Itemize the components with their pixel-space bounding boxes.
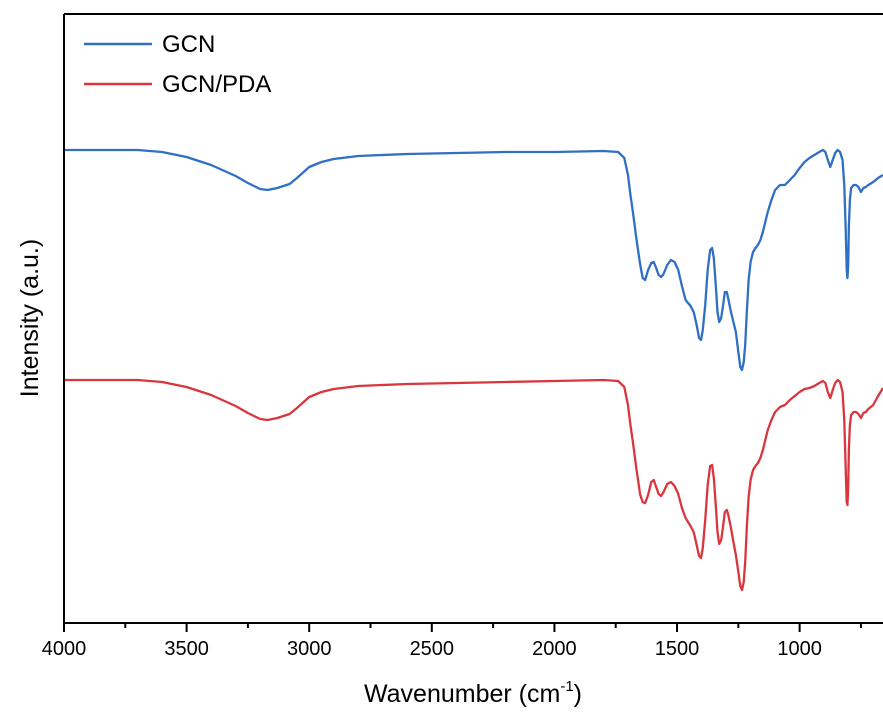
x-tick-label-4000: 4000 [42,638,87,660]
x-tick-label-1500: 1500 [655,638,700,660]
x-tick-label-2000: 2000 [532,638,577,660]
x-axis-title-superscript: -1 [560,678,573,695]
plot-area [64,148,883,592]
legend-label-gcn: GCN [162,31,215,58]
legend-label-gcn-pda: GCN/PDA [162,71,271,98]
series-line-gcn-pda [64,378,883,592]
x-axis-title-main: Wavenumber (cm [364,680,560,708]
x-tick-label-3000: 3000 [287,638,332,660]
x-axis-tick-labels: 4000 3500 3000 2500 2000 1500 1000 [42,638,822,660]
x-tick-label-1000: 1000 [777,638,822,660]
series-line-gcn [64,148,883,372]
legend: GCN GCN/PDA [84,31,271,98]
y-axis-title: Intensity (a.u.) [16,239,44,397]
x-axis-title: Wavenumber (cm-1) [364,678,582,708]
x-tick-label-2500: 2500 [410,638,455,660]
x-axis-title-suffix: ) [574,680,582,708]
x-tick-label-3500: 3500 [164,638,209,660]
x-axis-ticks [63,623,862,632]
